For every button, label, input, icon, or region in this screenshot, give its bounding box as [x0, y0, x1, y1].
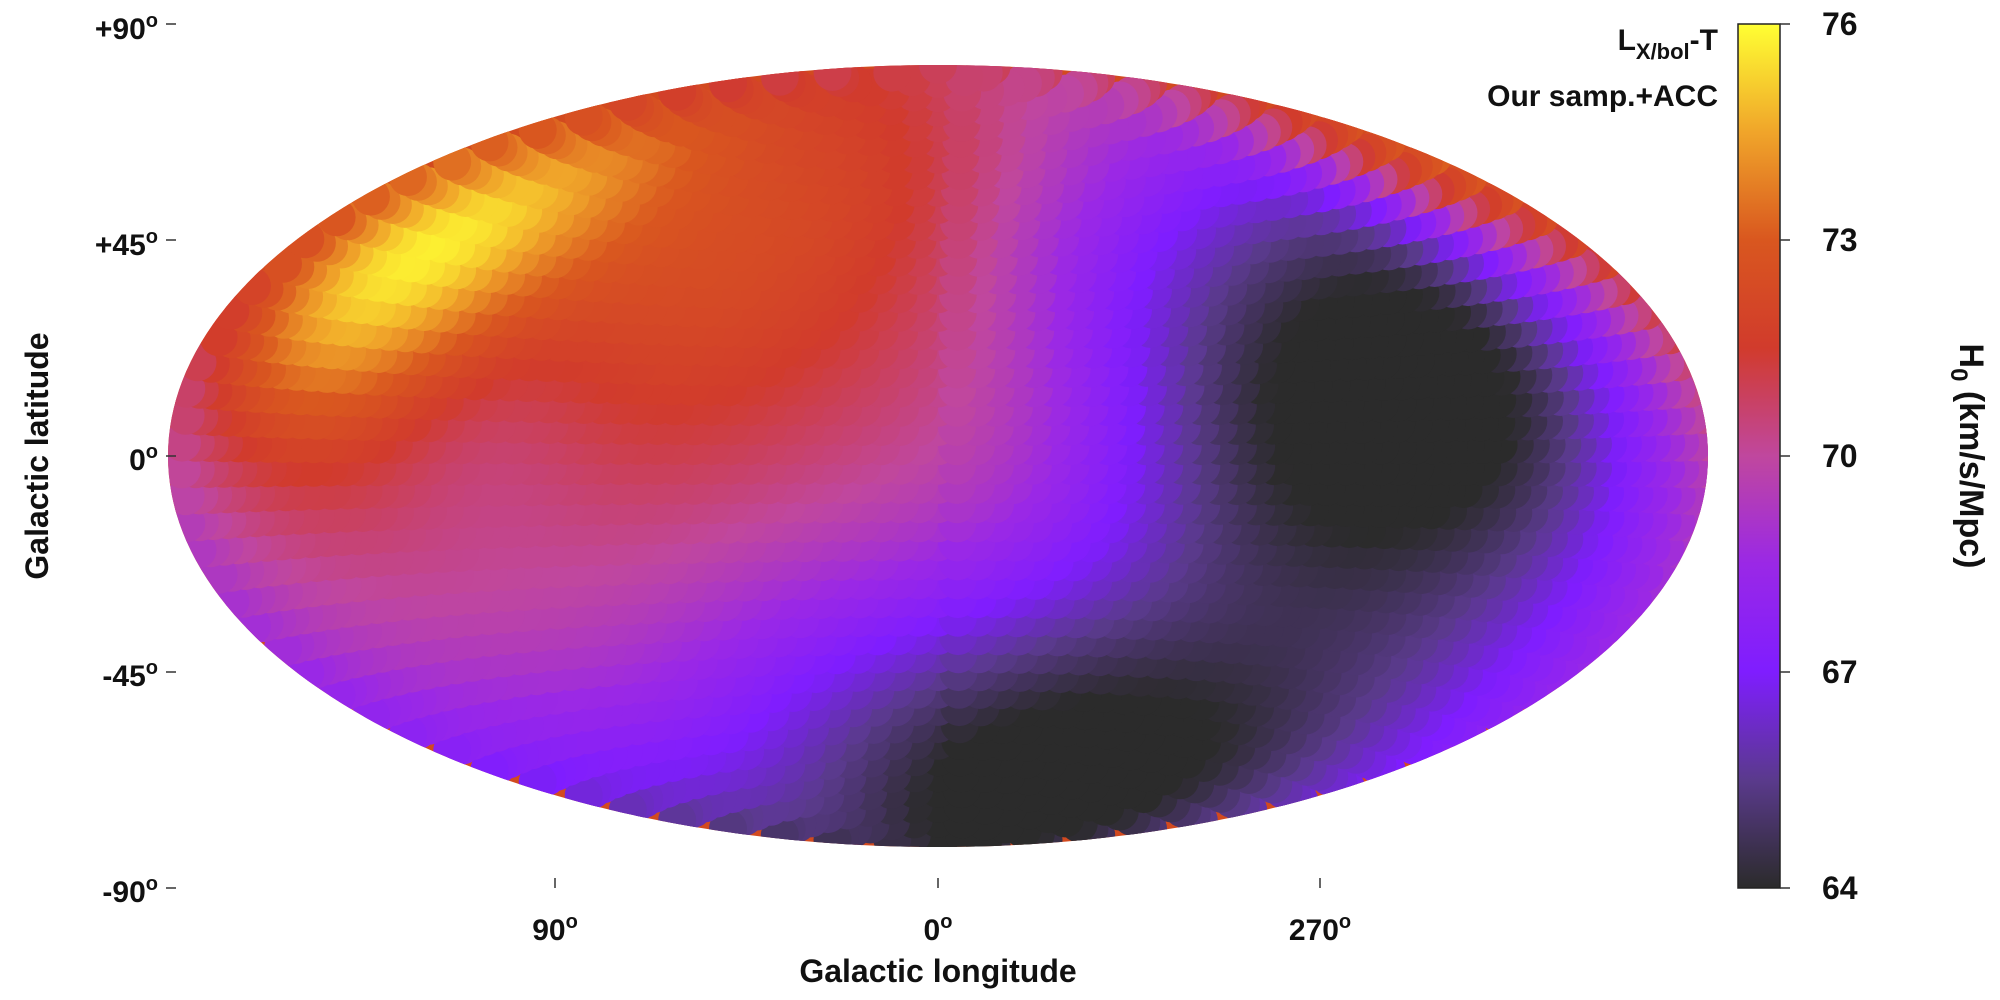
colorbar-tick-label: 73: [1822, 222, 1858, 258]
y-tick-label: +90o: [95, 10, 158, 46]
sky-cell: [658, 72, 697, 111]
sky-cell: [919, 65, 957, 84]
colorbar-tick-label: 76: [1822, 6, 1858, 42]
colorbar-gradient: [1737, 23, 1781, 889]
sample-label: Our samp.+ACC: [1487, 80, 1718, 113]
sky-cell: [470, 123, 509, 162]
x-tick-label: 270o: [1289, 911, 1351, 947]
y-tick-label: 0o: [129, 441, 158, 477]
sky-map: [168, 65, 1708, 847]
sky-cell: [388, 158, 427, 197]
relation-label: LX/bol-T: [1618, 24, 1718, 64]
x-axis-label: Galactic longitude: [799, 953, 1076, 989]
y-axis-label: Galactic latitude: [19, 332, 55, 579]
y-tick-label: -90o: [102, 873, 158, 909]
colorbar-label: H0 (km/s/Mpc): [1945, 344, 1990, 569]
y-tick-label: -45o: [102, 657, 158, 693]
y-axis: +90o +45o 0o -45o -90o Galactic latitude: [19, 10, 176, 909]
y-tick-label: +45o: [95, 226, 158, 262]
colorbar-tick-label: 67: [1822, 654, 1858, 690]
annotation: LX/bol-T Our samp.+ACC: [1487, 24, 1718, 113]
colorbar: 76 73 70 67 64 H0 (km/s/Mpc): [1737, 6, 1990, 906]
x-tick-label: 90o: [532, 911, 578, 947]
colorbar-tick-label: 64: [1822, 870, 1858, 906]
x-axis: 90o 0o 270o Galactic longitude: [532, 878, 1351, 989]
sky-cell: [564, 97, 603, 136]
sky-cell: [233, 267, 271, 306]
sky-cell: [813, 65, 852, 91]
sky-cell: [351, 177, 390, 216]
sky-cell: [760, 65, 799, 96]
sky-cell: [518, 111, 557, 149]
sky-cell: [433, 142, 472, 181]
sky-cell: [286, 220, 325, 259]
colorbar-tick-label: 70: [1822, 438, 1858, 474]
sky-cell: [608, 82, 647, 121]
sky-cell: [709, 65, 747, 103]
x-tick-label: 0o: [924, 911, 953, 947]
sky-cell: [873, 65, 912, 92]
sky-cell: [317, 198, 356, 237]
